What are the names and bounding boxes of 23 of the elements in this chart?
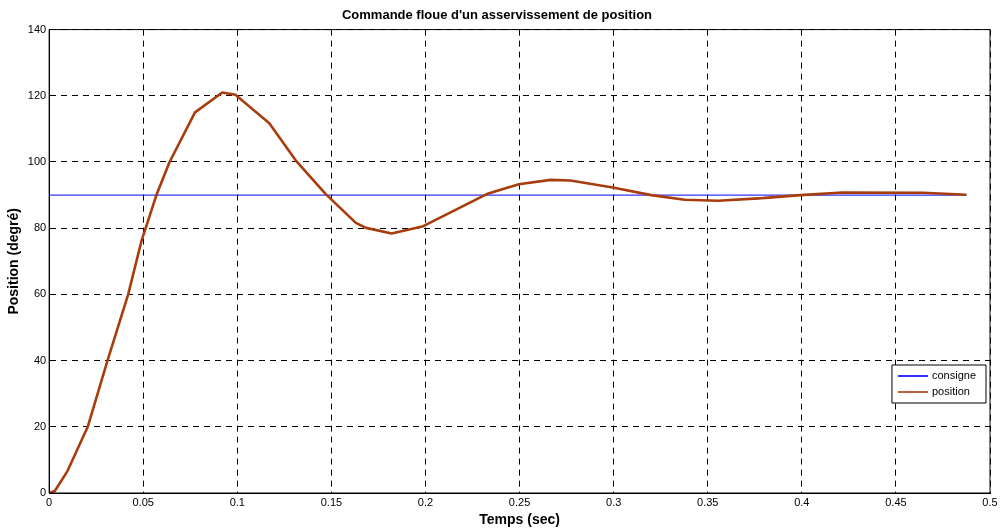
y-tick-label: 140	[27, 22, 47, 35]
y-axis-title: Position (degré)	[5, 208, 22, 315]
y-tick-label: 0	[40, 486, 47, 499]
legend-label: position	[931, 385, 970, 398]
y-tick-label: 20	[33, 419, 47, 432]
y-tick-label: 80	[33, 221, 47, 234]
x-tick-label: 0.2	[417, 495, 434, 508]
x-tick-label: 0.45	[885, 495, 907, 508]
x-tick-label: 0.25	[508, 495, 531, 508]
y-tick-label: 100	[27, 155, 47, 168]
x-tick-label: 0.5	[982, 495, 998, 508]
chart-title: Commande floue d'un asservissement de position	[341, 7, 653, 23]
x-tick-label: 0.4	[794, 495, 810, 508]
x-axis-title: Temps (sec)	[479, 511, 560, 528]
x-tick-label: 0.35	[697, 495, 719, 508]
y-tick-label: 120	[27, 88, 47, 101]
legend-label: consigne	[931, 369, 977, 382]
x-tick-label: 0.3	[606, 495, 622, 508]
y-tick-label: 40	[33, 353, 47, 366]
x-tick-label: 0.05	[132, 495, 154, 508]
x-tick-label: 0.15	[320, 495, 343, 508]
x-tick-label: 0.1	[229, 495, 245, 508]
y-tick-label: 60	[33, 287, 47, 300]
